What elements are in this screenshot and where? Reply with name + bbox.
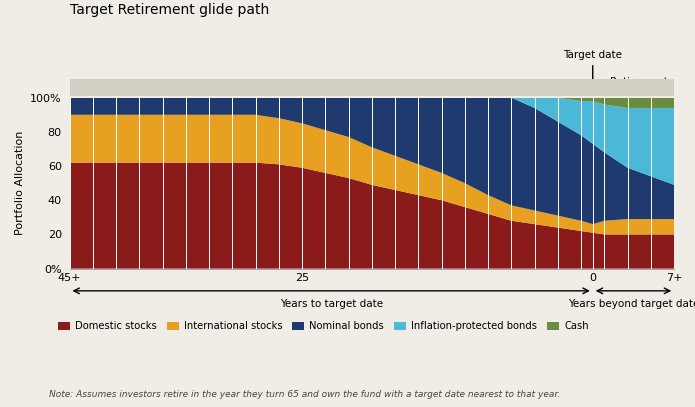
FancyBboxPatch shape <box>70 79 302 96</box>
Text: Target date: Target date <box>563 50 622 92</box>
Text: Years beyond target date: Years beyond target date <box>568 300 695 309</box>
Y-axis label: Portfolio Allocation: Portfolio Allocation <box>15 131 25 235</box>
Legend: Domestic stocks, International stocks, Nominal bonds, Inflation-protected bonds,: Domestic stocks, International stocks, N… <box>54 317 593 335</box>
Text: Note: Assumes investors retire in the year they turn 65 and own the fund with a : Note: Assumes investors retire in the ye… <box>49 390 559 399</box>
FancyBboxPatch shape <box>605 79 674 96</box>
Text: Years to target date: Years to target date <box>279 300 383 309</box>
Text: Target Retirement glide path: Target Retirement glide path <box>70 3 269 18</box>
FancyBboxPatch shape <box>302 79 512 96</box>
FancyBboxPatch shape <box>512 79 605 96</box>
Text: Young: Young <box>170 83 202 92</box>
Text: Transition: Transition <box>382 83 432 92</box>
Text: Retirement
Late: Retirement Late <box>610 77 668 98</box>
Text: Early: Early <box>545 83 571 92</box>
